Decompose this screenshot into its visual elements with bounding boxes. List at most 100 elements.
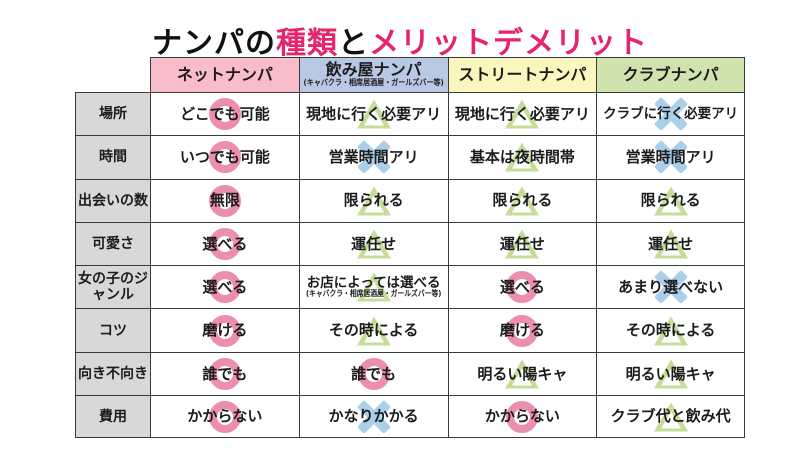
table-cell: 無限 <box>150 178 299 222</box>
cell-text: かからない <box>484 407 560 426</box>
table-cell: クラブ代と飲み代 <box>596 395 745 439</box>
circle-mark-icon <box>506 400 539 433</box>
circle-mark-icon <box>208 184 241 217</box>
cell-text: 運任せ <box>351 234 397 253</box>
circle-mark-icon <box>208 98 241 131</box>
row-header-label: 向き不向き <box>78 365 148 382</box>
cell-text: 現地に行く必要アリ <box>306 104 442 123</box>
table-cell: かなりかかる <box>298 395 448 439</box>
page-title-part-2: と <box>338 26 369 62</box>
table-cell: 明るい陽キャ <box>447 351 597 396</box>
cell-subtitle: (キャバクラ・相席居酒屋・ガールズバー等) <box>305 289 442 299</box>
table-cell: 誰でも <box>298 351 448 396</box>
column-header-label: クラブナンパ <box>622 64 719 84</box>
cell-text: 無限 <box>209 191 240 210</box>
column-header-3: クラブナンパ <box>596 57 745 92</box>
row-header-4: 女の子のジャンル <box>75 265 150 309</box>
cell-text: かなりかかる <box>328 407 419 426</box>
page-title-part-1: 種類 <box>276 26 338 62</box>
cell-text: 磨ける <box>202 321 248 340</box>
cell-text: 基本は夜時間帯 <box>469 148 575 167</box>
column-header-label: ネットナンパ <box>176 64 273 84</box>
page-title: ナンパの種類とメリットデメリット <box>0 26 800 62</box>
cell-text: 限られる <box>343 191 404 210</box>
table-cell: どこでも可能 <box>150 92 299 136</box>
triangle-mark-icon <box>653 359 688 389</box>
triangle-mark-icon <box>356 316 391 346</box>
table-cell: 限られる <box>447 178 597 222</box>
cell-text: 限られる <box>640 191 701 210</box>
cell-text: その時による <box>625 321 716 340</box>
cell-text: かからない <box>187 407 263 426</box>
table-cell: 現地に行く必要アリ <box>298 92 448 136</box>
cell-text: 明るい陽キャ <box>477 364 568 383</box>
table-cell: 限られる <box>298 178 448 222</box>
comparison-table: ネットナンパ 飲み屋ナンパ (キャバクラ・相席居酒屋・ガールズバー等) ストリートナン… <box>75 57 745 439</box>
cell-text: 選べる <box>499 278 545 297</box>
cell-text: 運任せ <box>648 234 694 253</box>
row-header-7: 費用 <box>75 395 150 439</box>
column-header-2: ストリートナンパ <box>447 57 597 92</box>
table-cell: 運任せ <box>596 221 745 266</box>
circle-mark-icon <box>208 357 241 390</box>
table-cell: 運任せ <box>298 221 448 266</box>
page-title-part-0: ナンパの <box>152 26 276 62</box>
triangle-mark-icon <box>505 142 540 172</box>
triangle-mark-icon <box>653 186 688 216</box>
cell-text: いつでも可能 <box>179 148 270 167</box>
table-cell: 現地に行く必要アリ <box>447 92 597 136</box>
table-cell: かからない <box>447 395 597 439</box>
row-header-label: 時間 <box>99 149 127 166</box>
cell-text: その時による <box>328 321 419 340</box>
cell-text: 磨ける <box>499 321 545 340</box>
cell-text: お店によっては選べる <box>306 274 441 291</box>
row-header-5: コツ <box>75 308 150 352</box>
cell-text: 選べる <box>202 234 248 253</box>
triangle-mark-icon <box>505 229 540 259</box>
triangle-mark-icon <box>356 186 391 216</box>
triangle-mark-icon <box>653 229 688 259</box>
column-header-subtitle: (キャバクラ・相席居酒屋・ガールズバー等) <box>303 78 444 87</box>
table-cell: その時による <box>596 308 745 352</box>
row-header-0: 場所 <box>75 92 150 136</box>
row-header-2: 出会いの数 <box>75 178 150 222</box>
cell-text: 運任せ <box>499 234 545 253</box>
triangle-mark-icon <box>505 186 540 216</box>
triangle-mark-icon <box>356 229 391 259</box>
circle-mark-icon <box>208 314 241 347</box>
table-corner-spacer <box>75 57 150 92</box>
cell-text: 誰でも <box>351 364 397 383</box>
table-cell: 運任せ <box>447 221 597 266</box>
table-cell: 営業時間アリ <box>298 135 448 179</box>
cell-text: どこでも可能 <box>180 104 270 123</box>
cell-text: 営業時間アリ <box>625 148 716 167</box>
table-cell: あまり選べない <box>596 265 745 309</box>
cell-text: 誰でも <box>202 364 248 383</box>
table-cell: お店によっては選べる (キャバクラ・相席居酒屋・ガールズバー等) <box>298 265 448 309</box>
table-cell: 選べる <box>150 221 299 266</box>
column-header-0: ネットナンパ <box>150 57 299 92</box>
table-cell: 明るい陽キャ <box>596 351 745 396</box>
triangle-mark-icon <box>653 402 688 432</box>
row-header-label: 場所 <box>99 106 127 123</box>
circle-mark-icon <box>208 141 241 174</box>
table-cell: 基本は夜時間帯 <box>447 135 597 179</box>
cell-text: 現地に行く必要アリ <box>454 104 590 123</box>
row-header-6: 向き不向き <box>75 351 150 396</box>
row-header-label: 女の子のジャンル <box>78 271 148 304</box>
cell-text: クラブに行く必要アリ <box>603 105 739 122</box>
table-cell: 誰でも <box>150 351 299 396</box>
table-cell: 選べる <box>447 265 597 309</box>
table-cell: その時による <box>298 308 448 352</box>
table-cell: 磨ける <box>150 308 299 352</box>
circle-mark-icon <box>208 400 241 433</box>
table-cell: いつでも可能 <box>150 135 299 179</box>
circle-mark-icon <box>506 271 539 304</box>
triangle-mark-icon <box>356 272 391 302</box>
row-header-label: 可愛さ <box>92 235 134 252</box>
table-cell: 磨ける <box>447 308 597 352</box>
circle-mark-icon <box>208 271 241 304</box>
triangle-mark-icon <box>505 359 540 389</box>
cell-text: クラブ代と飲み代 <box>610 407 731 426</box>
